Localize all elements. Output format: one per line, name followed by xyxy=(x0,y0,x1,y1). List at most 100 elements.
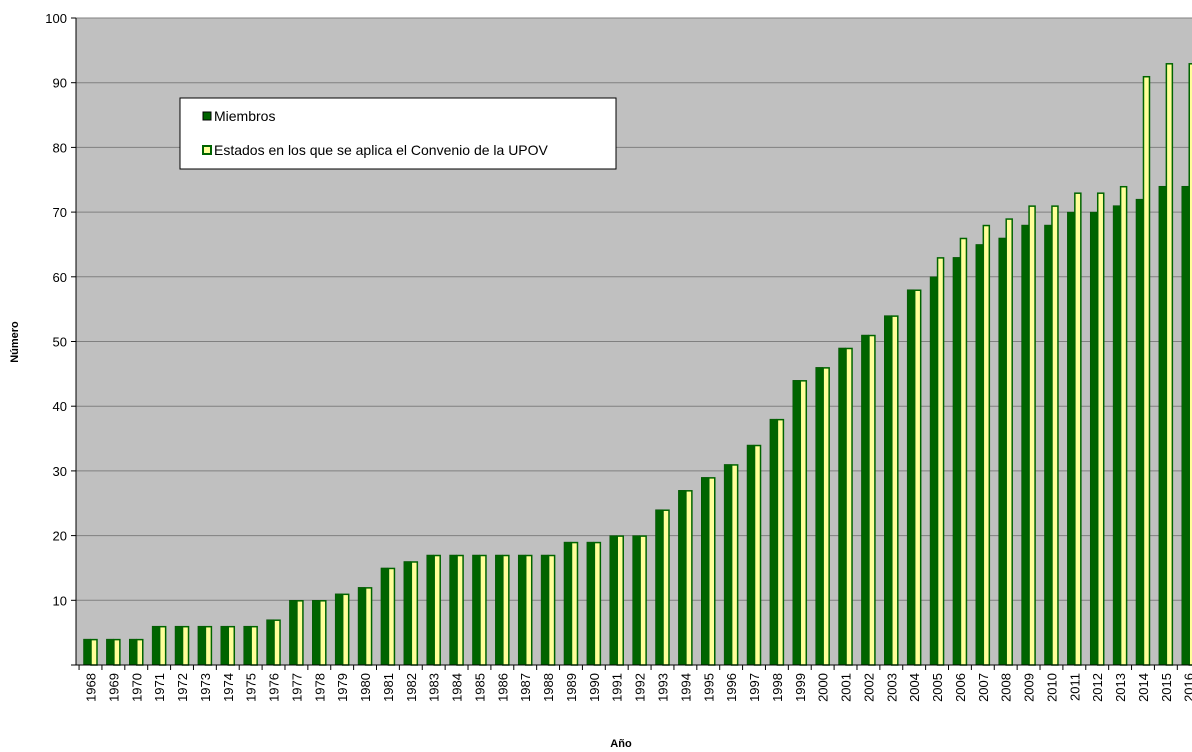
x-tick-label: 1996 xyxy=(724,673,739,702)
bar-estados xyxy=(410,561,419,666)
bar-estados xyxy=(1165,63,1174,666)
bar-miembros xyxy=(563,541,572,666)
bar-miembros xyxy=(495,554,503,666)
bar-estados xyxy=(181,625,190,666)
bar-estados xyxy=(524,554,533,666)
bar-estados xyxy=(593,541,602,666)
bar-estados xyxy=(387,567,396,666)
bar-estados xyxy=(708,477,716,666)
x-tick-label: 1968 xyxy=(84,673,99,702)
bar-estados xyxy=(1142,75,1151,666)
bar-miembros xyxy=(838,347,846,666)
y-tick-label: 50 xyxy=(53,335,67,350)
bar-estados xyxy=(136,638,144,666)
x-tick-label: 2015 xyxy=(1159,673,1174,702)
bar-miembros xyxy=(746,444,755,666)
bar-miembros xyxy=(1044,224,1052,666)
y-tick-label: 90 xyxy=(53,76,67,91)
bar-miembros xyxy=(1158,185,1167,666)
x-tick-label: 1971 xyxy=(152,673,167,702)
bar-estados xyxy=(891,315,899,666)
bar-miembros xyxy=(517,554,526,666)
x-tick-label: 2009 xyxy=(1022,673,1037,702)
bar-miembros xyxy=(197,625,206,666)
bar-miembros xyxy=(312,600,320,666)
bar-estados xyxy=(570,541,579,666)
x-tick-label: 1988 xyxy=(541,673,556,702)
bar-miembros xyxy=(678,490,686,666)
y-tick-label: 30 xyxy=(53,464,67,479)
bar-estados xyxy=(547,554,556,666)
bar-miembros xyxy=(861,334,869,666)
x-tick-label: 2008 xyxy=(999,673,1014,702)
x-tick-label: 1994 xyxy=(678,673,693,702)
x-tick-label: 1979 xyxy=(335,673,350,702)
x-tick-label: 1981 xyxy=(381,673,396,702)
bar-miembros xyxy=(884,315,892,666)
x-tick-label: 2000 xyxy=(816,673,831,702)
x-tick-label: 2012 xyxy=(1090,673,1105,702)
bar-estados xyxy=(982,224,991,666)
bar-miembros xyxy=(380,567,389,666)
bar-estados xyxy=(662,509,670,666)
x-tick-label: 1980 xyxy=(358,673,373,702)
x-tick-label: 2001 xyxy=(839,673,854,702)
x-tick-label: 1985 xyxy=(472,673,487,702)
legend-swatch-miembros xyxy=(202,111,212,121)
bar-estados xyxy=(913,289,922,666)
bar-miembros xyxy=(632,535,640,666)
bar-estados xyxy=(1005,218,1013,666)
bar-miembros xyxy=(701,477,709,666)
bar-estados xyxy=(227,625,236,666)
legend-label-estados: Estados en los que se aplica el Convenio… xyxy=(214,142,549,158)
bar-estados xyxy=(1096,192,1105,666)
bar-miembros xyxy=(540,554,549,666)
x-tick-label: 1969 xyxy=(106,673,121,702)
x-tick-label: 1973 xyxy=(198,673,213,702)
x-tick-label: 1975 xyxy=(244,673,259,702)
y-axis-title: Número xyxy=(9,321,21,363)
x-tick-label: 1972 xyxy=(175,673,190,702)
bar-estados xyxy=(639,535,647,666)
bar-estados xyxy=(1051,205,1059,666)
x-tick-label: 1986 xyxy=(495,673,510,702)
x-tick-label: 2013 xyxy=(1113,673,1128,702)
bar-estados xyxy=(1028,205,1036,666)
bar-miembros xyxy=(929,276,938,666)
x-tick-label: 1992 xyxy=(633,673,648,702)
bar-estados xyxy=(730,464,739,666)
bar-estados xyxy=(204,625,213,666)
bar-estados xyxy=(959,237,968,666)
bar-estados xyxy=(90,638,98,666)
bar-estados xyxy=(936,257,945,666)
y-tick-label: 60 xyxy=(53,270,67,285)
x-tick-label: 1982 xyxy=(404,673,419,702)
bar-miembros xyxy=(952,257,961,666)
x-axis-ticks: 1968 1969 1970 1971 1972 1973 1974 1975 1976 1977… xyxy=(78,665,1192,702)
bar-estados xyxy=(845,347,853,666)
y-tick-label: 40 xyxy=(53,399,67,414)
bar-miembros xyxy=(220,625,229,666)
x-tick-label: 2005 xyxy=(930,673,945,702)
x-tick-label: 1998 xyxy=(770,673,785,702)
bar-miembros xyxy=(609,535,617,666)
bar-miembros xyxy=(975,244,984,666)
bar-miembros xyxy=(174,625,183,666)
bar-estados xyxy=(1119,185,1128,666)
bar-miembros xyxy=(815,367,823,666)
legend-swatch-estados xyxy=(202,145,212,155)
x-tick-label: 1991 xyxy=(610,673,625,702)
x-tick-label: 2002 xyxy=(861,673,876,702)
bar-miembros xyxy=(403,561,412,666)
bar-miembros xyxy=(151,625,160,666)
bar-estados xyxy=(753,444,762,666)
bar-estados xyxy=(296,600,304,666)
x-tick-label: 1995 xyxy=(701,673,716,702)
bar-miembros xyxy=(1021,224,1029,666)
x-tick-label: 1976 xyxy=(267,673,282,702)
bar-miembros xyxy=(1135,198,1144,666)
bar-miembros xyxy=(243,625,251,666)
x-tick-label: 2007 xyxy=(976,673,991,702)
bar-miembros xyxy=(449,554,457,666)
